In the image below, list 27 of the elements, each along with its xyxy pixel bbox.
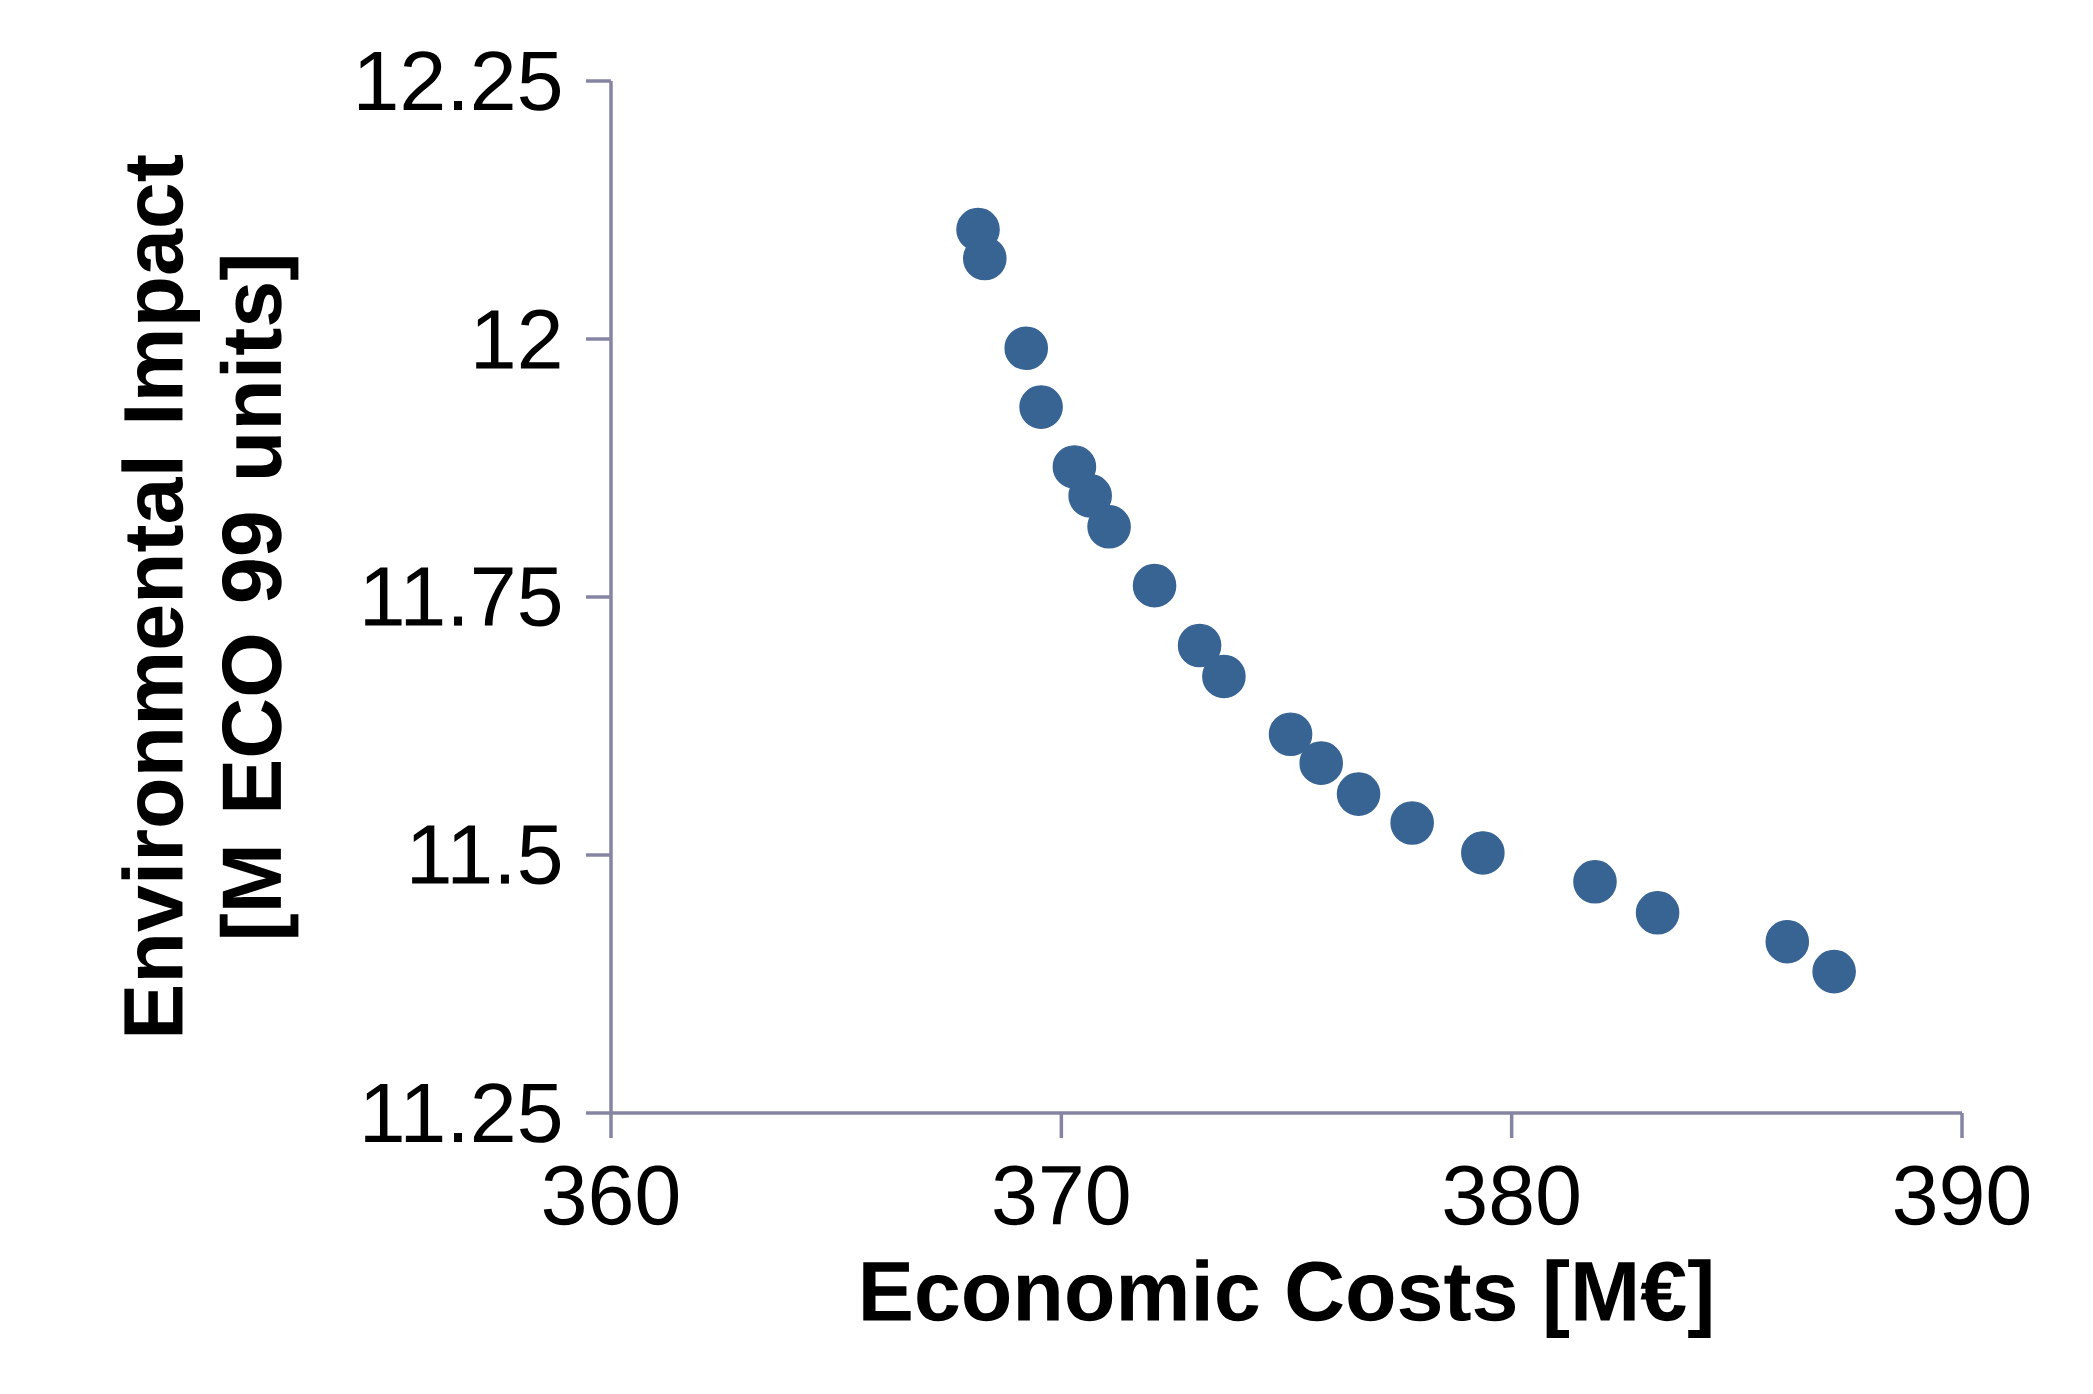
point: [1573, 860, 1617, 904]
point: [1132, 563, 1177, 608]
point: [1177, 623, 1222, 668]
point: [1765, 919, 1810, 964]
y-axis-title: Environmental Impact [M ECO 99 units]: [121, 155, 299, 1035]
y-tick-label: 11.25: [365, 1083, 561, 1143]
y-tick-label: 12: [476, 309, 560, 369]
y-tick-label: 12.25: [358, 51, 561, 111]
y-tick-label: 11.75: [365, 567, 561, 627]
point: [1461, 831, 1505, 875]
x-tick-label: 390: [1894, 1165, 2030, 1226]
x-tick-label: 360: [543, 1165, 679, 1226]
y-tick-label: 11.5: [412, 825, 561, 885]
x-axis-title: Economic Costs [M€]: [863, 1259, 1711, 1338]
x-tick-label: 380: [1444, 1165, 1579, 1226]
point: [1087, 505, 1131, 549]
point: [1202, 654, 1246, 699]
x-tick-label: 370: [994, 1165, 1129, 1226]
point: [1019, 385, 1063, 429]
point: [1299, 741, 1343, 785]
point: [1068, 474, 1112, 518]
point: [1004, 326, 1049, 371]
point: [1390, 801, 1434, 845]
point: [1336, 772, 1381, 816]
point: [1812, 949, 1856, 994]
point: [1635, 890, 1680, 935]
point: [1268, 712, 1313, 757]
